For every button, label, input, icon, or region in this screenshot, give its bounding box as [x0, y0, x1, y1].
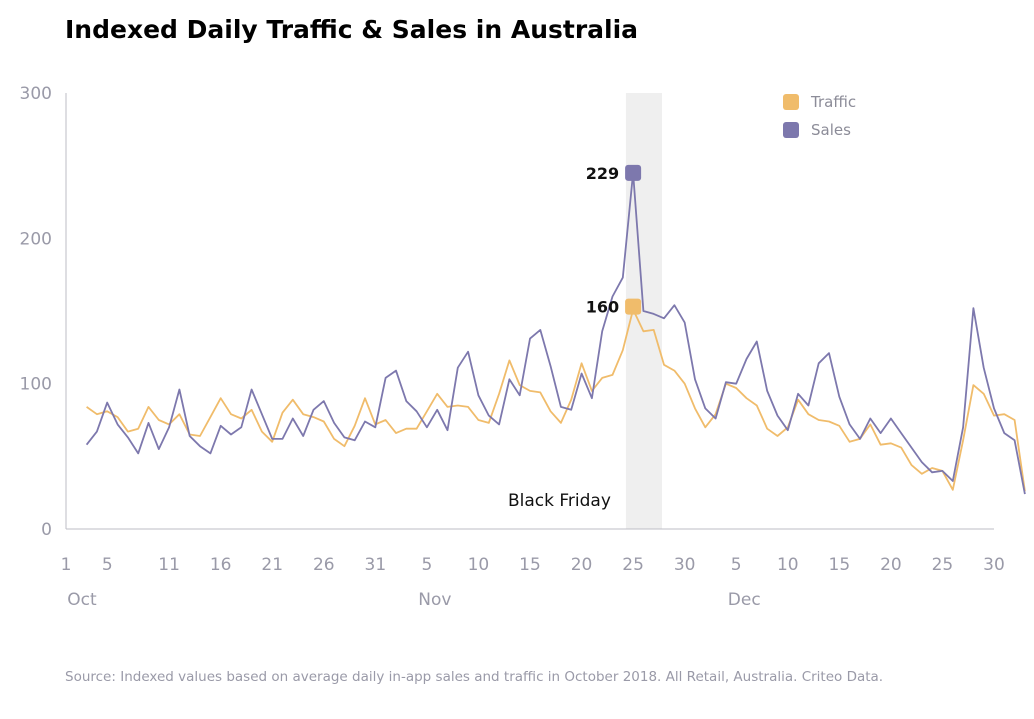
x-tick-label: 30 — [983, 555, 1005, 575]
x-tick-label: 5 — [102, 555, 113, 575]
x-tick-label: 31 — [365, 555, 387, 575]
legend-label: Traffic — [810, 93, 856, 111]
x-tick-label: 16 — [210, 555, 232, 575]
x-tick-label: 25 — [932, 555, 954, 575]
series-line-traffic — [86, 308, 1026, 492]
data-label: 160 — [586, 298, 619, 317]
legend-label: Sales — [811, 121, 851, 139]
x-tick-label: 25 — [622, 555, 644, 575]
x-tick-label: 1 — [61, 555, 72, 575]
y-tick-label: 100 — [20, 375, 52, 395]
x-tick-label: 21 — [261, 555, 283, 575]
x-tick-label: 10 — [468, 555, 490, 575]
y-tick-label: 200 — [20, 229, 52, 249]
x-tick-label: 15 — [829, 555, 851, 575]
x-tick-label: 26 — [313, 555, 335, 575]
x-month-label: Nov — [418, 590, 451, 610]
x-tick-label: 5 — [421, 555, 432, 575]
data-label: 229 — [586, 164, 619, 183]
data-point-marker — [625, 164, 642, 181]
x-tick-label: 10 — [777, 555, 799, 575]
x-tick-label: 5 — [731, 555, 742, 575]
chart-title: Indexed Daily Traffic & Sales in Austral… — [65, 15, 638, 44]
highlight-label: Black Friday — [508, 491, 611, 511]
y-tick-label: 0 — [41, 520, 52, 540]
x-tick-label: 15 — [519, 555, 541, 575]
x-tick-label: 20 — [880, 555, 902, 575]
x-month-label: Oct — [67, 590, 97, 610]
source-note: Source: Indexed values based on average … — [65, 669, 883, 685]
x-tick-label: 11 — [158, 555, 180, 575]
legend-swatch — [783, 122, 799, 138]
legend-swatch — [783, 94, 799, 110]
x-tick-label: 30 — [674, 555, 696, 575]
x-month-label: Dec — [728, 590, 761, 610]
y-tick-label: 300 — [20, 84, 52, 104]
x-tick-label: 20 — [571, 555, 593, 575]
data-point-marker — [625, 298, 642, 315]
series-line-sales — [85, 171, 1026, 495]
